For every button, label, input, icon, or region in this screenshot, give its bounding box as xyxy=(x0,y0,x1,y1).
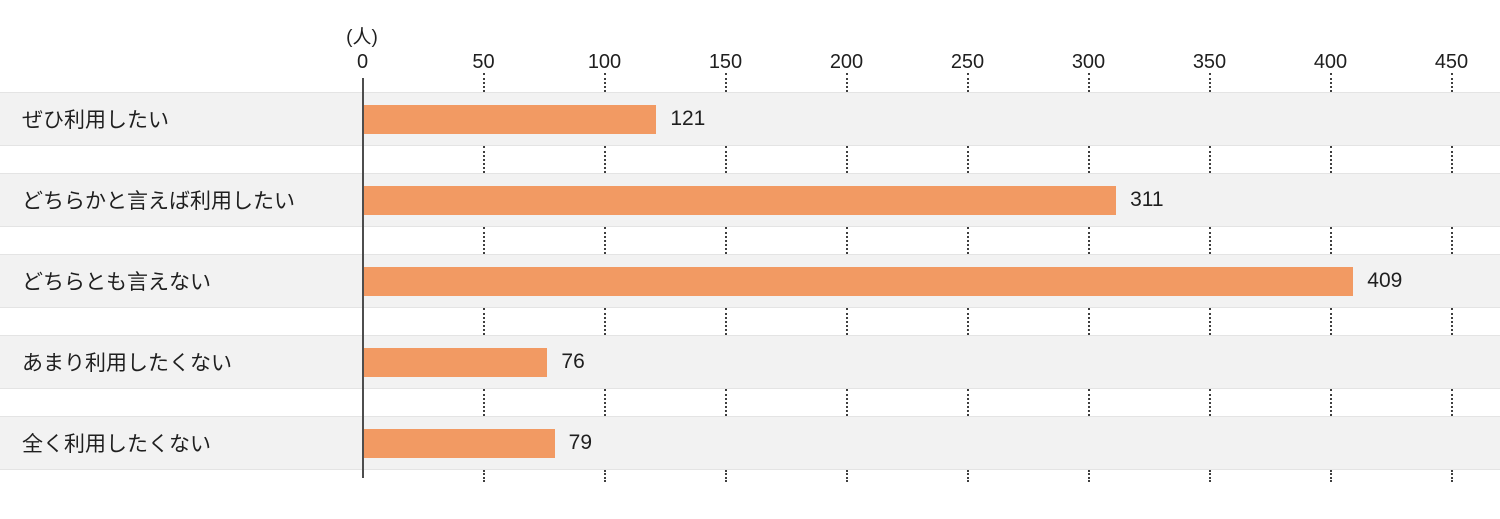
bar-value-label: 121 xyxy=(670,107,706,130)
gridline-segment xyxy=(1450,73,1453,92)
y-axis-line xyxy=(361,78,364,478)
gridline-segment xyxy=(724,470,727,482)
gridline-segment xyxy=(1450,308,1453,335)
category-label: 全く利用したくない xyxy=(22,433,211,456)
bar xyxy=(363,347,548,377)
gridline-segment xyxy=(1208,308,1211,335)
gridline-segment xyxy=(1208,470,1211,482)
gridline-segment xyxy=(1208,146,1211,173)
x-tick-label: 350 xyxy=(1192,51,1227,73)
category-label: あまり利用したくない xyxy=(22,352,232,375)
bar-value-label: 311 xyxy=(1130,188,1164,211)
x-tick-label: 0 xyxy=(356,51,369,73)
gridline-segment xyxy=(1450,389,1453,416)
x-tick-label: 450 xyxy=(1434,51,1469,73)
gridline-segment xyxy=(845,227,848,254)
bar-value-label: 76 xyxy=(561,350,585,373)
gridline-segment xyxy=(482,227,485,254)
gridline-segment xyxy=(1087,146,1090,173)
gridline-segment xyxy=(482,308,485,335)
gridline-segment xyxy=(966,146,969,173)
bar xyxy=(363,104,657,134)
gridline-segment xyxy=(1329,308,1332,335)
x-tick-label: 400 xyxy=(1313,51,1348,73)
gridline-segment xyxy=(482,389,485,416)
bar-value-label: 79 xyxy=(568,431,593,454)
gridline-segment xyxy=(966,389,969,416)
gridline-segment xyxy=(1329,73,1332,92)
gridline-segment xyxy=(603,227,606,254)
gridline-segment xyxy=(1450,470,1453,482)
gridline-segment xyxy=(724,146,727,173)
chart-row: 全く利用したくない xyxy=(0,416,1500,470)
gridline-segment xyxy=(482,146,485,173)
bar xyxy=(363,266,1354,296)
gridline-segment xyxy=(845,308,848,335)
gridline-segment xyxy=(1329,470,1332,482)
bar xyxy=(363,185,1117,215)
x-tick-label: 100 xyxy=(587,51,622,73)
chart-row: あまり利用したくない xyxy=(0,335,1500,389)
gridline-segment xyxy=(603,308,606,335)
gridline-segment xyxy=(1087,470,1090,482)
gridline-segment xyxy=(724,73,727,92)
gridline-segment xyxy=(1087,227,1090,254)
x-tick-label: 150 xyxy=(708,51,743,73)
x-tick-label: 250 xyxy=(950,51,985,73)
gridline-segment xyxy=(482,470,485,482)
category-label: ぜひ利用したい xyxy=(22,109,169,132)
gridline-segment xyxy=(1329,146,1332,173)
x-tick-label: 50 xyxy=(472,51,495,73)
gridline-segment xyxy=(845,146,848,173)
gridline-segment xyxy=(603,389,606,416)
gridline-segment xyxy=(845,73,848,92)
gridline-segment xyxy=(1329,389,1332,416)
gridline-segment xyxy=(1208,73,1211,92)
gridline-segment xyxy=(1087,73,1090,92)
gridline-segment xyxy=(1087,308,1090,335)
bar-value-label: 409 xyxy=(1367,269,1403,292)
gridline-segment xyxy=(724,227,727,254)
x-tick-label: 200 xyxy=(829,51,864,73)
gridline-segment xyxy=(1208,227,1211,254)
gridline-segment xyxy=(603,146,606,173)
category-label: どちらかと言えば利用したい xyxy=(22,190,295,213)
x-tick-label: 300 xyxy=(1071,51,1106,73)
axis-unit-label: (人) xyxy=(346,27,378,48)
gridline-segment xyxy=(482,73,485,92)
bar xyxy=(363,428,555,458)
gridline-segment xyxy=(1329,227,1332,254)
gridline-segment xyxy=(1208,389,1211,416)
gridline-segment xyxy=(1450,227,1453,254)
gridline-segment xyxy=(724,389,727,416)
chart-row: ぜひ利用したい xyxy=(0,92,1500,146)
gridline-segment xyxy=(724,308,727,335)
gridline-segment xyxy=(1450,146,1453,173)
gridline-segment xyxy=(603,73,606,92)
gridline-segment xyxy=(845,470,848,482)
gridline-segment xyxy=(966,470,969,482)
gridline-segment xyxy=(1087,389,1090,416)
gridline-segment xyxy=(966,227,969,254)
gridline-segment xyxy=(603,470,606,482)
gridline-segment xyxy=(845,389,848,416)
category-label: どちらとも言えない xyxy=(22,271,211,294)
gridline-segment xyxy=(966,308,969,335)
gridline-segment xyxy=(966,73,969,92)
